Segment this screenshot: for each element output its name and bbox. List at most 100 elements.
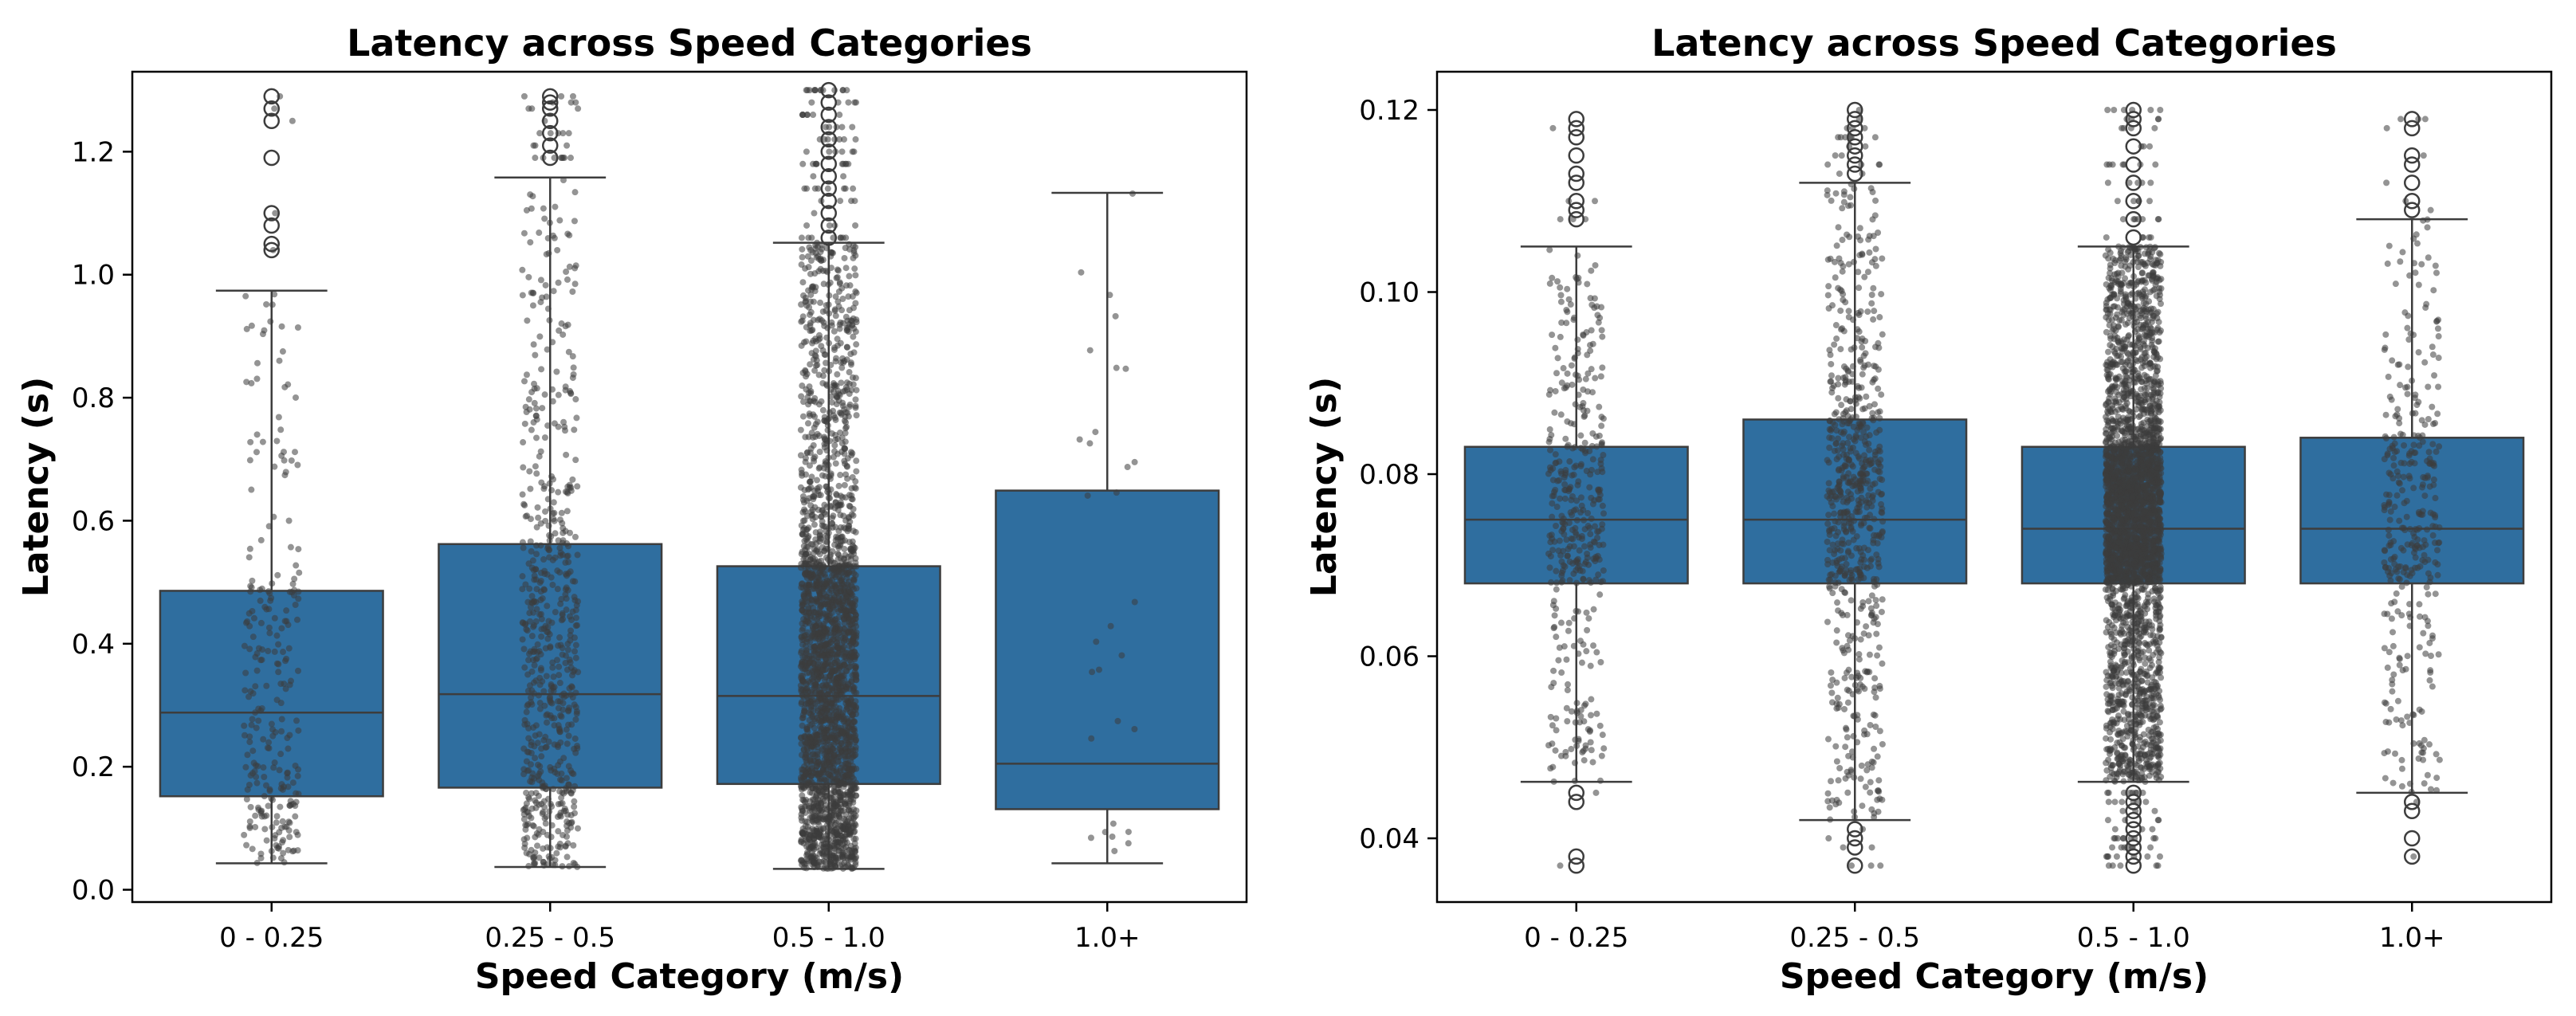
flier-2-6: [820, 155, 837, 173]
strip-point: [1557, 333, 1564, 340]
strip-point: [265, 739, 273, 746]
strip-point: [1578, 532, 1585, 539]
strip-point: [564, 646, 571, 653]
strip-point: [1548, 684, 1555, 691]
strip-point: [798, 734, 805, 741]
strip-point: [1550, 492, 1557, 500]
strip-point: [1844, 686, 1851, 693]
strip-point: [1845, 313, 1852, 320]
strip-point: [292, 762, 299, 769]
strip-point: [538, 745, 545, 752]
strip-point: [1876, 728, 1883, 735]
strip-point: [830, 604, 837, 611]
strip-point: [268, 720, 275, 728]
y-tick-label-4: 0.8: [72, 382, 115, 414]
strip-point: [803, 338, 810, 345]
strip-point: [1557, 298, 1565, 305]
strip-point: [847, 842, 854, 849]
strip-point: [852, 402, 859, 410]
strip-point: [1568, 535, 1575, 542]
strip-point: [1554, 278, 1561, 285]
strip-point: [798, 786, 805, 793]
strip-point: [814, 418, 821, 426]
strip-point: [1587, 712, 1594, 719]
strip-point: [1873, 630, 1880, 637]
strip-point: [802, 433, 809, 441]
strip-point: [565, 543, 572, 550]
strip-point: [1836, 764, 1844, 771]
strip-point: [560, 616, 567, 623]
strip-point: [1577, 432, 1584, 439]
strip-point: [851, 634, 858, 641]
strip-point: [1564, 382, 1571, 389]
strip-point: [553, 657, 560, 664]
strip-point: [292, 813, 299, 820]
strip-point: [242, 292, 249, 300]
strip-point: [831, 328, 838, 335]
strip-point: [1592, 375, 1599, 382]
strip-point: [809, 326, 816, 333]
strip-point: [1581, 757, 1588, 764]
strip-point: [285, 783, 292, 790]
strip-point: [532, 405, 540, 412]
strip-point: [249, 845, 256, 853]
strip-point: [555, 698, 562, 705]
strip-point: [246, 818, 253, 825]
flier-1-1: [542, 137, 559, 154]
strip-point: [296, 569, 303, 576]
strip-point: [530, 609, 537, 616]
strip-point: [834, 371, 841, 378]
strip-point: [567, 155, 575, 162]
chart-left-xlabel: Speed Category (m/s): [475, 956, 904, 997]
strip-point: [536, 854, 543, 861]
strip-point: [1569, 216, 1577, 223]
strip-point: [528, 105, 536, 112]
strip-point: [537, 596, 544, 603]
strip-point: [1552, 451, 1559, 458]
strip-point: [1835, 375, 1842, 382]
strip-point: [1557, 284, 1564, 291]
strip-point: [294, 324, 301, 331]
strip-point: [544, 602, 551, 610]
flier-2-10: [820, 106, 837, 124]
strip-point: [850, 806, 858, 813]
strip-point: [556, 758, 564, 765]
strip-point: [271, 291, 278, 298]
strip-point: [835, 482, 842, 489]
strip-point: [799, 769, 806, 776]
strip-point: [294, 461, 301, 469]
strip-point: [523, 371, 530, 379]
strip-point: [532, 790, 540, 797]
strip-point: [547, 130, 554, 137]
strip-point: [1866, 524, 1873, 532]
strip-point: [1578, 502, 1585, 509]
strip-point: [241, 831, 248, 838]
strip-point: [1828, 689, 1836, 696]
strip-point: [802, 551, 809, 559]
strip-point: [1863, 731, 1871, 738]
strip-point: [835, 303, 842, 310]
strip-point: [1092, 429, 1099, 436]
strip-point: [797, 452, 804, 459]
strip-point: [529, 657, 536, 664]
strip-point: [555, 130, 562, 137]
strip-point: [842, 185, 849, 192]
strip-point: [1879, 529, 1886, 536]
strip-point: [846, 831, 853, 838]
strip-point: [567, 632, 574, 639]
strip-point: [1573, 557, 1581, 564]
strip-point: [1570, 471, 1577, 478]
strip-point: [1863, 433, 1870, 440]
x-tick-label-0: 0 - 0.25: [219, 922, 324, 954]
strip-point: [1870, 619, 1877, 626]
strip-point: [846, 569, 853, 576]
strip-point: [560, 130, 567, 137]
strip-point: [801, 864, 808, 871]
strip-point: [853, 585, 860, 592]
strip-point: [809, 516, 816, 523]
strip-point: [1875, 459, 1882, 466]
strip-point: [261, 603, 269, 610]
strip-point: [837, 512, 844, 519]
strip-point: [815, 784, 823, 791]
strip-point: [541, 702, 548, 709]
